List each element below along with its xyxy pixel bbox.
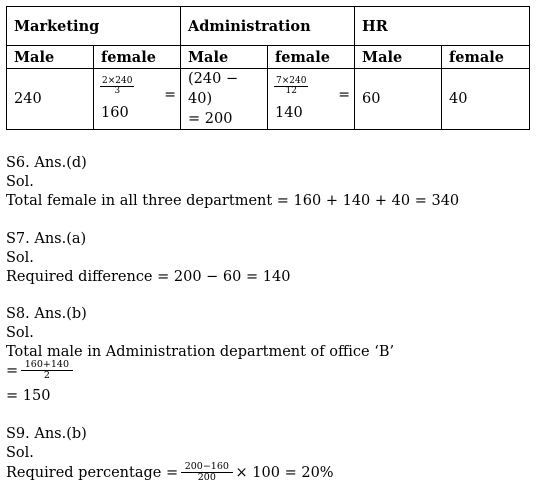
s9-title: S9. Ans.(b) <box>6 426 87 442</box>
header-administration: Administration <box>179 6 356 46</box>
s6-sol: Sol. <box>6 174 34 190</box>
subheader-marketing-female: female <box>93 45 181 69</box>
subheader-hr-female: female <box>441 45 531 69</box>
fraction: 160+140 2 <box>20 359 73 382</box>
subheader-admin-female: female <box>266 45 356 69</box>
s7-sol: Sol. <box>6 250 34 266</box>
department-table: Marketing Administration HR Male female … <box>6 6 531 130</box>
s6-title: S6. Ans.(d) <box>6 155 87 171</box>
s8-title: S8. Ans.(b) <box>6 306 87 322</box>
subheader-admin-male: Male <box>180 45 268 69</box>
cell-hr-female: 40 <box>441 68 531 130</box>
s8-fraction-line: = 160+140 2 <box>6 359 73 382</box>
cell-hr-male: 60 <box>354 68 443 130</box>
s9-line: Required percentage = 200−160 200 × 100 … <box>6 461 334 484</box>
s7-line: Required difference = 200 − 60 = 140 <box>6 269 291 285</box>
subheader-marketing-male: Male <box>6 45 94 69</box>
s8-line: Total male in Administration department … <box>6 344 395 360</box>
cell-admin-female: 7×240 12 = 140 <box>266 68 356 130</box>
header-marketing: Marketing <box>6 6 181 46</box>
s9-sol: Sol. <box>6 445 34 461</box>
s7-title: S7. Ans.(a) <box>6 231 87 247</box>
cell-marketing-male: 240 <box>6 68 94 130</box>
cell-marketing-female: 2×240 3 = 160 <box>93 68 181 130</box>
fraction: 200−160 200 <box>180 461 233 484</box>
fraction: 2×240 3 <box>100 76 135 97</box>
s8-sol: Sol. <box>6 325 34 341</box>
fraction: 7×240 12 <box>274 76 309 97</box>
header-hr: HR <box>354 6 531 46</box>
cell-admin-male: (240 − 40) = 200 <box>180 68 268 130</box>
subheader-hr-male: Male <box>354 45 443 69</box>
s6-line: Total female in all three department = 1… <box>6 193 460 209</box>
s8-result: = 150 <box>6 388 51 404</box>
